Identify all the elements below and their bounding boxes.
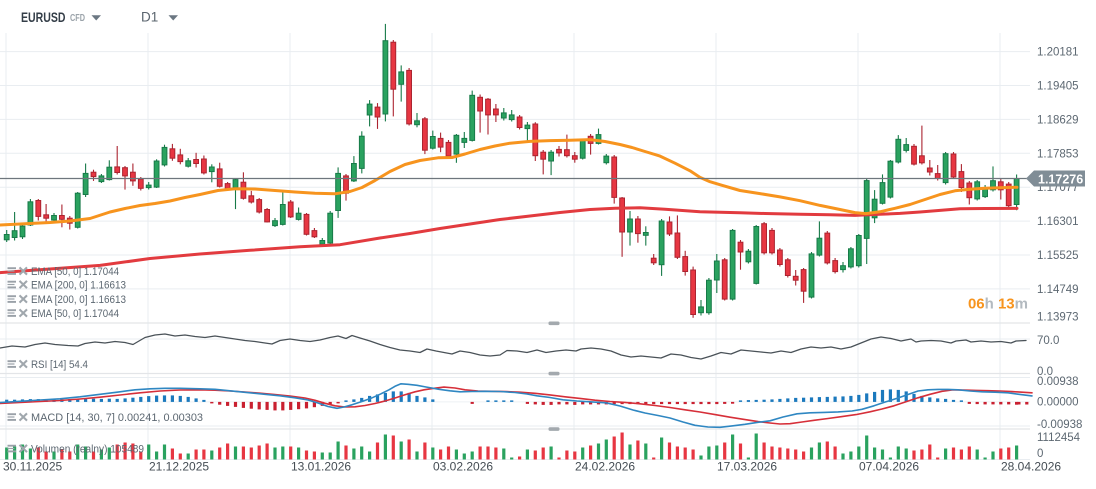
svg-text:EMA [200, 0] 1.16613: EMA [200, 0] 1.16613 bbox=[31, 294, 126, 306]
svg-text:Volumen (realny) 105489: Volumen (realny) 105489 bbox=[31, 443, 144, 455]
svg-text:EMA [200, 0] 1.16613: EMA [200, 0] 1.16613 bbox=[31, 279, 126, 291]
svg-text:24.02.2026: 24.02.2026 bbox=[575, 460, 635, 474]
svg-text:1.17276: 1.17276 bbox=[1038, 172, 1083, 186]
svg-text:1112454: 1112454 bbox=[1037, 432, 1081, 444]
svg-text:D1: D1 bbox=[141, 10, 158, 25]
svg-text:1.17853: 1.17853 bbox=[1037, 148, 1079, 160]
svg-text:1.18629: 1.18629 bbox=[1037, 114, 1079, 126]
svg-text:1.20181: 1.20181 bbox=[1037, 47, 1079, 59]
svg-text:1.19405: 1.19405 bbox=[1037, 81, 1079, 93]
svg-text:0.00938: 0.00938 bbox=[1037, 376, 1079, 388]
svg-text:70.0: 70.0 bbox=[1037, 335, 1059, 347]
svg-text:13.01.2026: 13.01.2026 bbox=[291, 460, 351, 474]
svg-text:RSI [14] 54.4: RSI [14] 54.4 bbox=[31, 359, 88, 371]
svg-text:17.03.2026: 17.03.2026 bbox=[717, 460, 777, 474]
svg-text:07.04.2026: 07.04.2026 bbox=[859, 460, 919, 474]
svg-text:MACD [14, 30, 7] 0.00241, 0.00: MACD [14, 30, 7] 0.00241, 0.00303 bbox=[31, 412, 203, 424]
svg-text:03.02.2026: 03.02.2026 bbox=[433, 460, 493, 474]
svg-text:28.04.2026: 28.04.2026 bbox=[1001, 460, 1061, 474]
svg-text:0.00000: 0.00000 bbox=[1037, 397, 1079, 409]
svg-text:EMA [50, 0] 1.17044: EMA [50, 0] 1.17044 bbox=[31, 266, 119, 278]
svg-text:EURUSD: EURUSD bbox=[21, 9, 66, 25]
svg-text:1.15525: 1.15525 bbox=[1037, 250, 1079, 262]
svg-text:06h 13m: 06h 13m bbox=[968, 296, 1028, 313]
svg-text:1.16301: 1.16301 bbox=[1037, 216, 1079, 228]
svg-text:21.12.2025: 21.12.2025 bbox=[149, 460, 209, 474]
svg-text:30.11.2025: 30.11.2025 bbox=[3, 460, 62, 474]
svg-text:0.0: 0.0 bbox=[1037, 366, 1053, 378]
svg-text:1.13973: 1.13973 bbox=[1037, 312, 1079, 324]
svg-text:EMA [50, 0] 1.17044: EMA [50, 0] 1.17044 bbox=[31, 308, 119, 320]
svg-text:-0.00938: -0.00938 bbox=[1037, 419, 1082, 431]
svg-text:0: 0 bbox=[1037, 448, 1043, 460]
svg-text:CFD: CFD bbox=[70, 13, 85, 24]
svg-text:1.14749: 1.14749 bbox=[1037, 284, 1079, 296]
